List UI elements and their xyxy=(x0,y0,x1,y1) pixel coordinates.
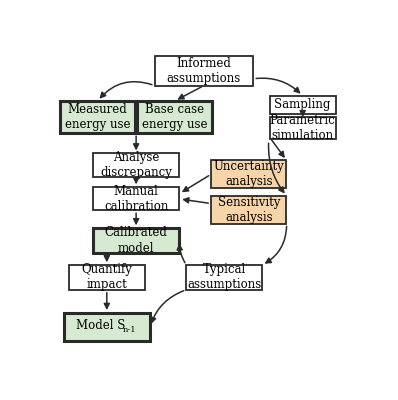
FancyBboxPatch shape xyxy=(69,265,144,290)
Text: Quantify
impact: Quantify impact xyxy=(81,264,132,292)
FancyBboxPatch shape xyxy=(93,154,179,176)
FancyBboxPatch shape xyxy=(64,313,150,341)
Text: Manual
calibration: Manual calibration xyxy=(104,185,168,213)
FancyBboxPatch shape xyxy=(211,196,287,224)
FancyBboxPatch shape xyxy=(154,56,253,86)
Text: Uncertainty
analysis: Uncertainty analysis xyxy=(213,160,284,188)
Text: Sampling: Sampling xyxy=(275,98,331,112)
Text: Analyse
discrepancy: Analyse discrepancy xyxy=(100,151,172,179)
FancyBboxPatch shape xyxy=(269,117,336,139)
FancyBboxPatch shape xyxy=(137,101,213,134)
Text: Measured
energy use: Measured energy use xyxy=(65,103,130,131)
Text: Parametric
simulation: Parametric simulation xyxy=(270,114,336,142)
Text: Model S: Model S xyxy=(76,319,125,332)
FancyBboxPatch shape xyxy=(60,101,135,134)
Text: Base case
energy use: Base case energy use xyxy=(142,103,207,131)
Text: Sensitivity
analysis: Sensitivity analysis xyxy=(218,196,280,224)
Text: n-1: n-1 xyxy=(123,326,136,334)
Text: Typical
assumptions: Typical assumptions xyxy=(187,264,261,292)
FancyBboxPatch shape xyxy=(269,96,336,114)
FancyBboxPatch shape xyxy=(93,187,179,210)
Text: Calibrated
model: Calibrated model xyxy=(105,226,168,254)
FancyBboxPatch shape xyxy=(186,265,262,290)
Text: Informed
assumptions: Informed assumptions xyxy=(167,57,241,85)
FancyBboxPatch shape xyxy=(211,160,287,188)
FancyBboxPatch shape xyxy=(93,228,179,253)
